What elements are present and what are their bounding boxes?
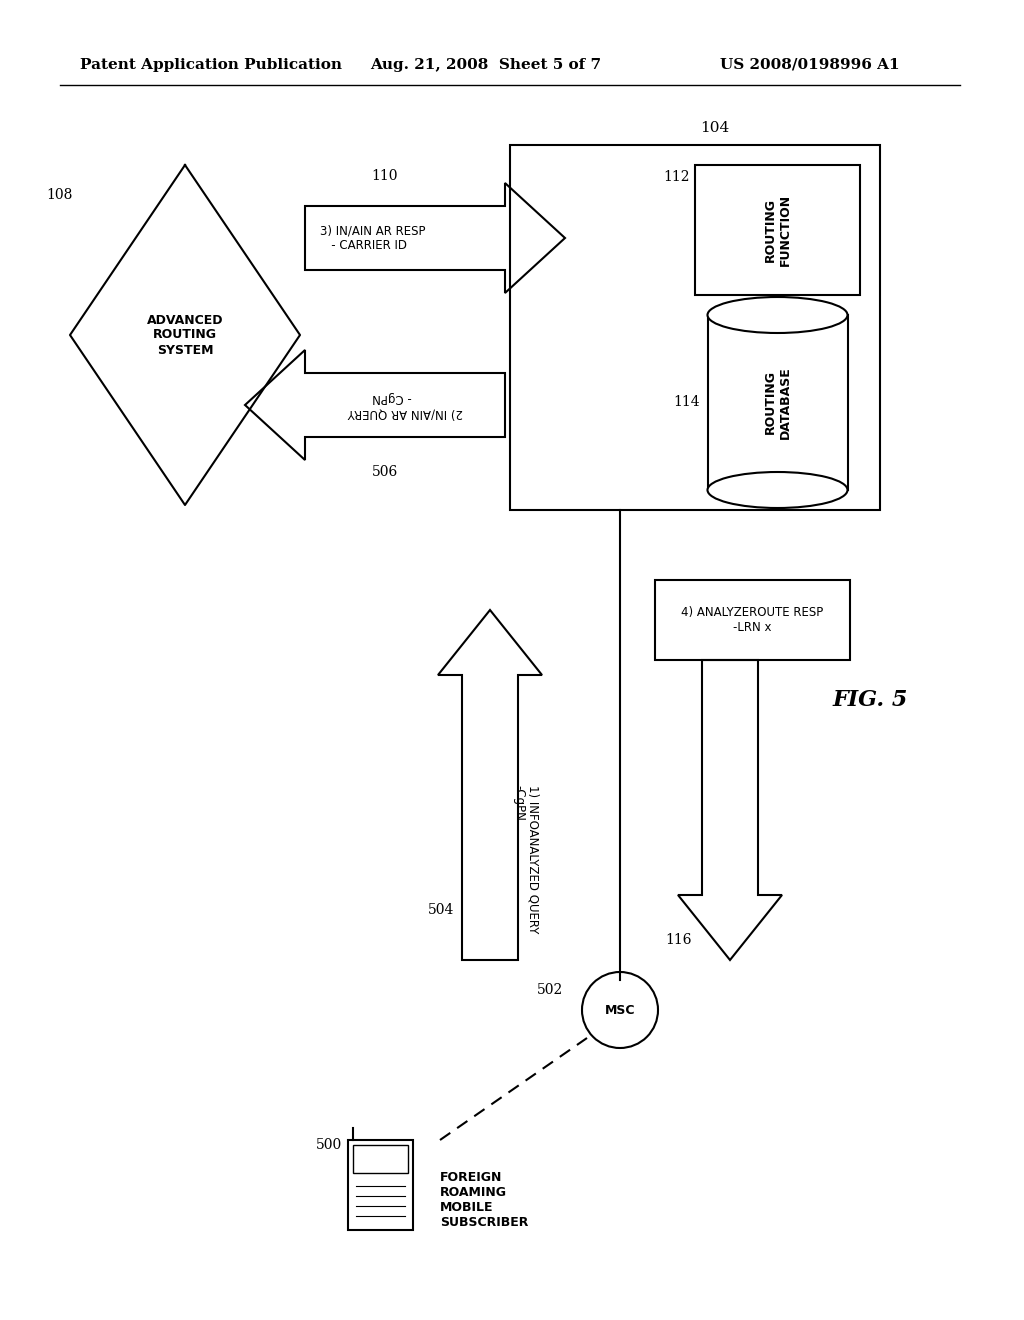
Text: 110: 110 <box>372 169 398 183</box>
Text: Aug. 21, 2008  Sheet 5 of 7: Aug. 21, 2008 Sheet 5 of 7 <box>370 58 601 73</box>
Text: 504: 504 <box>428 903 454 917</box>
Text: US 2008/0198996 A1: US 2008/0198996 A1 <box>720 58 900 73</box>
Text: 2) IN/AIN AR QUERY
       - CgPN: 2) IN/AIN AR QUERY - CgPN <box>347 391 463 418</box>
Text: 1) INFOANALYZED QUERY
-CgPN: 1) INFOANALYZED QUERY -CgPN <box>512 785 540 933</box>
Text: MSC: MSC <box>605 1003 635 1016</box>
Bar <box>695 165 860 294</box>
Text: 502: 502 <box>537 983 563 997</box>
Text: 116: 116 <box>666 933 692 946</box>
Text: ROUTING
FUNCTION: ROUTING FUNCTION <box>764 194 792 267</box>
Text: 108: 108 <box>47 187 73 202</box>
Bar <box>655 579 850 660</box>
Bar <box>708 315 848 490</box>
Ellipse shape <box>708 297 848 333</box>
Text: ADVANCED
ROUTING
SYSTEM: ADVANCED ROUTING SYSTEM <box>146 314 223 356</box>
Text: 104: 104 <box>700 121 729 135</box>
Text: ROUTING
DATABASE: ROUTING DATABASE <box>764 366 792 438</box>
Text: 4) ANALYZEROUTE RESP
-LRN x: 4) ANALYZEROUTE RESP -LRN x <box>681 606 823 634</box>
Text: 3) IN/AIN AR RESP
   - CARRIER ID: 3) IN/AIN AR RESP - CARRIER ID <box>319 224 426 252</box>
Text: 500: 500 <box>316 1138 342 1152</box>
Text: Patent Application Publication: Patent Application Publication <box>80 58 342 73</box>
Text: 506: 506 <box>372 465 398 479</box>
Text: FOREIGN
ROAMING
MOBILE
SUBSCRIBER: FOREIGN ROAMING MOBILE SUBSCRIBER <box>440 1171 528 1229</box>
Bar <box>510 145 880 510</box>
Text: 112: 112 <box>664 170 690 183</box>
Bar <box>352 1144 408 1173</box>
Ellipse shape <box>708 473 848 508</box>
Circle shape <box>582 972 658 1048</box>
Text: 114: 114 <box>673 396 699 409</box>
Text: FIG. 5: FIG. 5 <box>833 689 907 711</box>
Bar <box>347 1140 413 1230</box>
